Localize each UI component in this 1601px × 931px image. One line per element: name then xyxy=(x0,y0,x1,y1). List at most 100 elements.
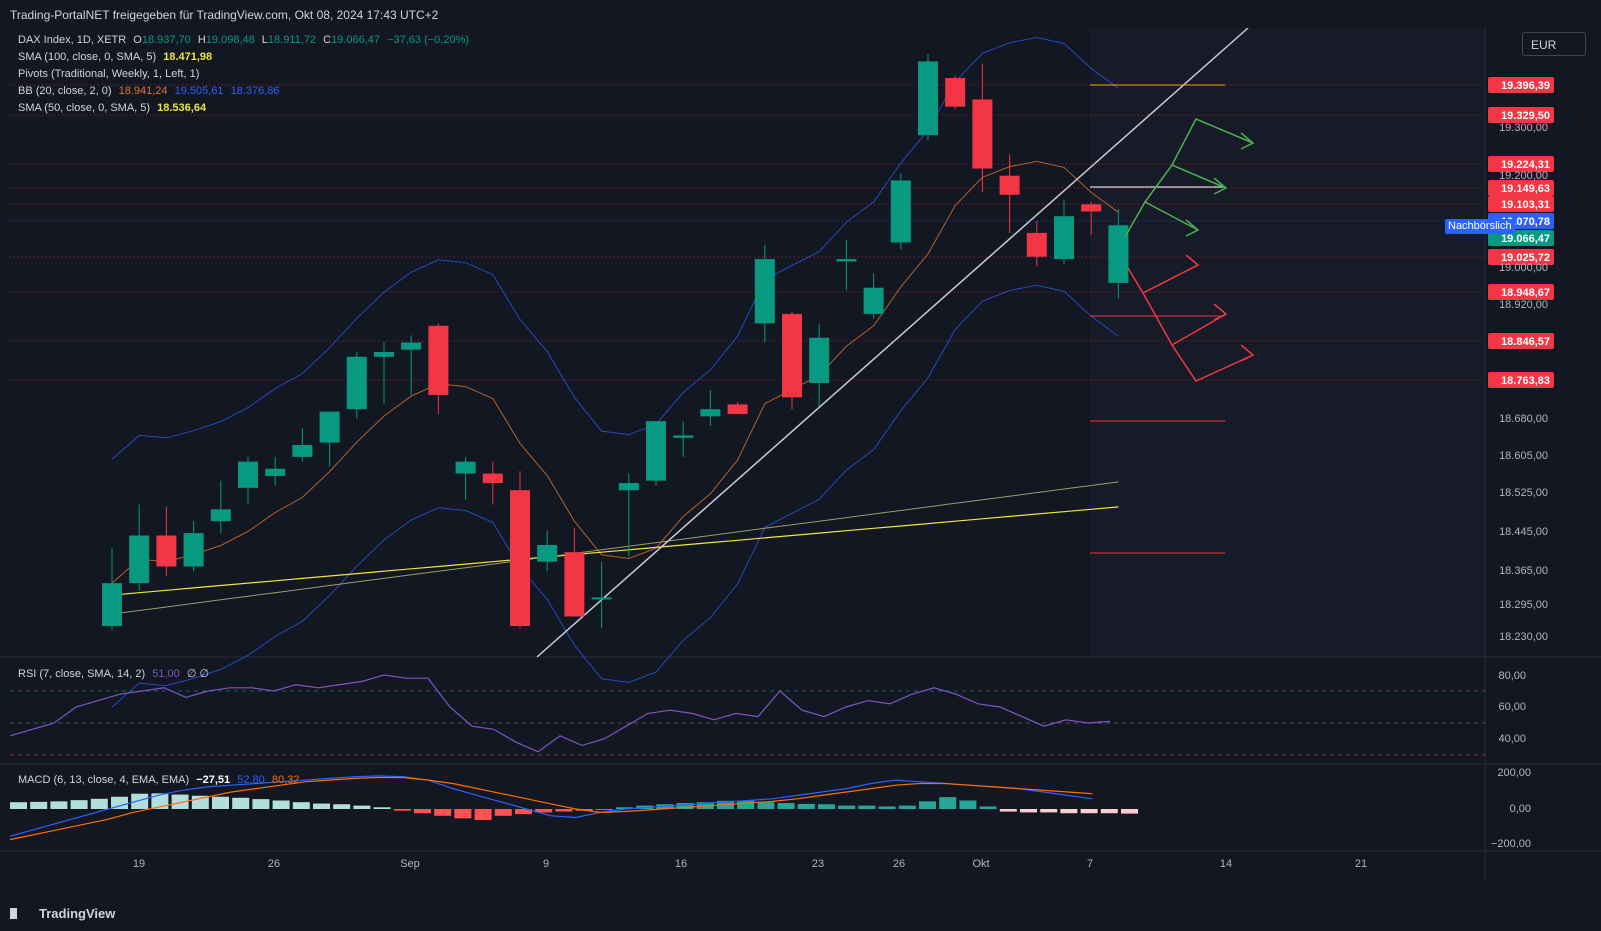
candle-body xyxy=(102,583,122,627)
price-label-text: 18.948,67 xyxy=(1501,287,1550,299)
candle-body xyxy=(564,552,585,617)
price-label-bg xyxy=(1488,230,1554,246)
candle-body xyxy=(918,61,938,136)
price-label-text: 18.763,83 xyxy=(1501,375,1550,387)
arrow-head xyxy=(1213,303,1228,321)
ohlc-l: 18.911,72 xyxy=(267,34,317,46)
price-label-bg xyxy=(1488,372,1554,388)
x-tick-label: 7 xyxy=(1087,858,1093,870)
sma100-legend: SMA (100, close, 0, SMA, 5) 18.471,98 xyxy=(18,51,216,63)
y-tick-label: 19.000,00 xyxy=(1499,262,1548,274)
candle-body xyxy=(972,99,993,169)
trend-line xyxy=(536,27,1249,658)
macd-histogram-bar xyxy=(212,796,229,809)
macd-histogram-bar xyxy=(454,809,472,819)
macd-histogram-bar xyxy=(535,809,553,813)
bb-label: BB (20, close, 2, 0) xyxy=(18,85,112,97)
macd-histogram-bar xyxy=(272,800,290,809)
price-label-bg xyxy=(1488,180,1554,196)
macd-histogram-bar xyxy=(434,809,452,816)
candle-body xyxy=(292,444,313,457)
macd-histogram-bar xyxy=(616,807,633,809)
price-label: 19.103,31 xyxy=(1488,196,1554,212)
macd-histogram-bar xyxy=(1060,809,1078,814)
rsi-y-tick: 60,00 xyxy=(1498,701,1526,713)
price-label-text: 19.025,72 xyxy=(1501,252,1550,264)
y-tick-label: 18.365,00 xyxy=(1499,565,1548,577)
candle-body xyxy=(863,287,884,314)
macd-histogram-bar xyxy=(999,809,1017,812)
price-label: 18.846,57 xyxy=(1488,333,1554,349)
future-area xyxy=(1090,28,1485,657)
macd-histogram-bar xyxy=(818,804,835,809)
rsi-extra: ∅ ∅ xyxy=(186,668,210,680)
macd-histogram-bar xyxy=(70,800,88,809)
macd-histogram-bar xyxy=(90,798,108,809)
candle-body xyxy=(156,535,177,567)
x-tick-label: 26 xyxy=(893,858,905,870)
macd-histogram-bar xyxy=(939,797,957,809)
price-label-bg xyxy=(1488,284,1554,300)
candle-body xyxy=(183,533,204,567)
arrow-head xyxy=(1185,254,1200,272)
macd-histogram-bar xyxy=(353,805,371,809)
price-label-text: 19.396,39 xyxy=(1501,80,1550,92)
rsi-legend: RSI (7, close, SMA, 14, 2) 51,00 ∅ ∅ xyxy=(18,667,213,680)
price-label-text: 19.066,47 xyxy=(1501,233,1550,245)
macd-histogram-bar xyxy=(777,803,795,809)
y-tick-label: 18.295,00 xyxy=(1499,599,1548,611)
macd-histogram-bar xyxy=(757,802,775,809)
arrow-head xyxy=(1240,344,1255,362)
symbol-label: DAX Index, 1D, XETR xyxy=(18,34,127,46)
macd-histogram-bar xyxy=(393,809,411,811)
ohlc-c-label: C xyxy=(323,34,332,46)
ohlc-l-label: L xyxy=(261,34,268,46)
macd-histogram-bar xyxy=(595,809,613,810)
macd-histogram-bar xyxy=(919,801,936,809)
macd-histogram-bar xyxy=(858,805,876,809)
x-tick-label: Sep xyxy=(400,858,420,870)
macd-y-tick: 200,00 xyxy=(1497,767,1531,779)
ohlc-o-label: O xyxy=(133,34,142,46)
candle-body xyxy=(673,435,694,438)
bb-legend: BB (20, close, 2, 0) 18.941,24 19.505,61… xyxy=(18,85,284,97)
candle-body xyxy=(129,535,150,584)
candle-body xyxy=(836,259,857,262)
macd-histogram-bar xyxy=(1100,809,1118,814)
price-label-text: 19.103,31 xyxy=(1501,199,1550,211)
brand-label: TradingView xyxy=(39,906,116,921)
y-tick-label: 18.605,00 xyxy=(1499,450,1548,462)
sma50-label: SMA (50, close, 0, SMA, 5) xyxy=(18,102,151,114)
tradingview-logo[interactable]: TradingView xyxy=(10,906,115,921)
candle-body xyxy=(537,545,558,562)
price-label-text: 19.224,31 xyxy=(1501,159,1550,171)
arrow-head xyxy=(1213,177,1228,195)
arrow-head xyxy=(1240,132,1255,150)
price-label-bg xyxy=(1488,249,1554,265)
macd-histogram-bar xyxy=(737,800,755,809)
rsi-label: RSI (7, close, SMA, 14, 2) xyxy=(18,668,146,680)
footer xyxy=(0,899,1601,931)
sma100-label: SMA (100, close, 0, SMA, 5) xyxy=(18,51,157,63)
candle-body xyxy=(727,404,748,414)
candle-body xyxy=(319,411,340,443)
macd-histogram-bar xyxy=(1121,809,1138,814)
macd-histogram-bar xyxy=(373,807,391,809)
sma100-value: 18.471,98 xyxy=(163,51,213,63)
price-label-bg xyxy=(1488,107,1554,123)
nachboerslich-badge: Nachbörslich xyxy=(1445,219,1515,234)
price-label: 19.396,39 xyxy=(1488,77,1554,93)
y-tick-label: 18.525,00 xyxy=(1499,487,1548,499)
currency-button[interactable]: EUR xyxy=(1522,32,1586,56)
candle-body xyxy=(618,483,639,491)
pivots-legend: Pivots (Traditional, Weekly, 1, Left, 1) xyxy=(18,68,203,80)
macd-histogram-bar xyxy=(232,797,250,809)
ohlc-change: −37,63 (−0,20%) xyxy=(387,34,470,46)
rsi-y-tick: 80,00 xyxy=(1498,670,1526,682)
price-label: 19.329,50 xyxy=(1488,107,1554,123)
candle-body xyxy=(210,509,231,522)
candle-body xyxy=(1054,216,1074,260)
main-legend: DAX Index, 1D, XETR O18.937,70 H19.098,4… xyxy=(18,34,473,46)
candle-body xyxy=(782,313,802,398)
